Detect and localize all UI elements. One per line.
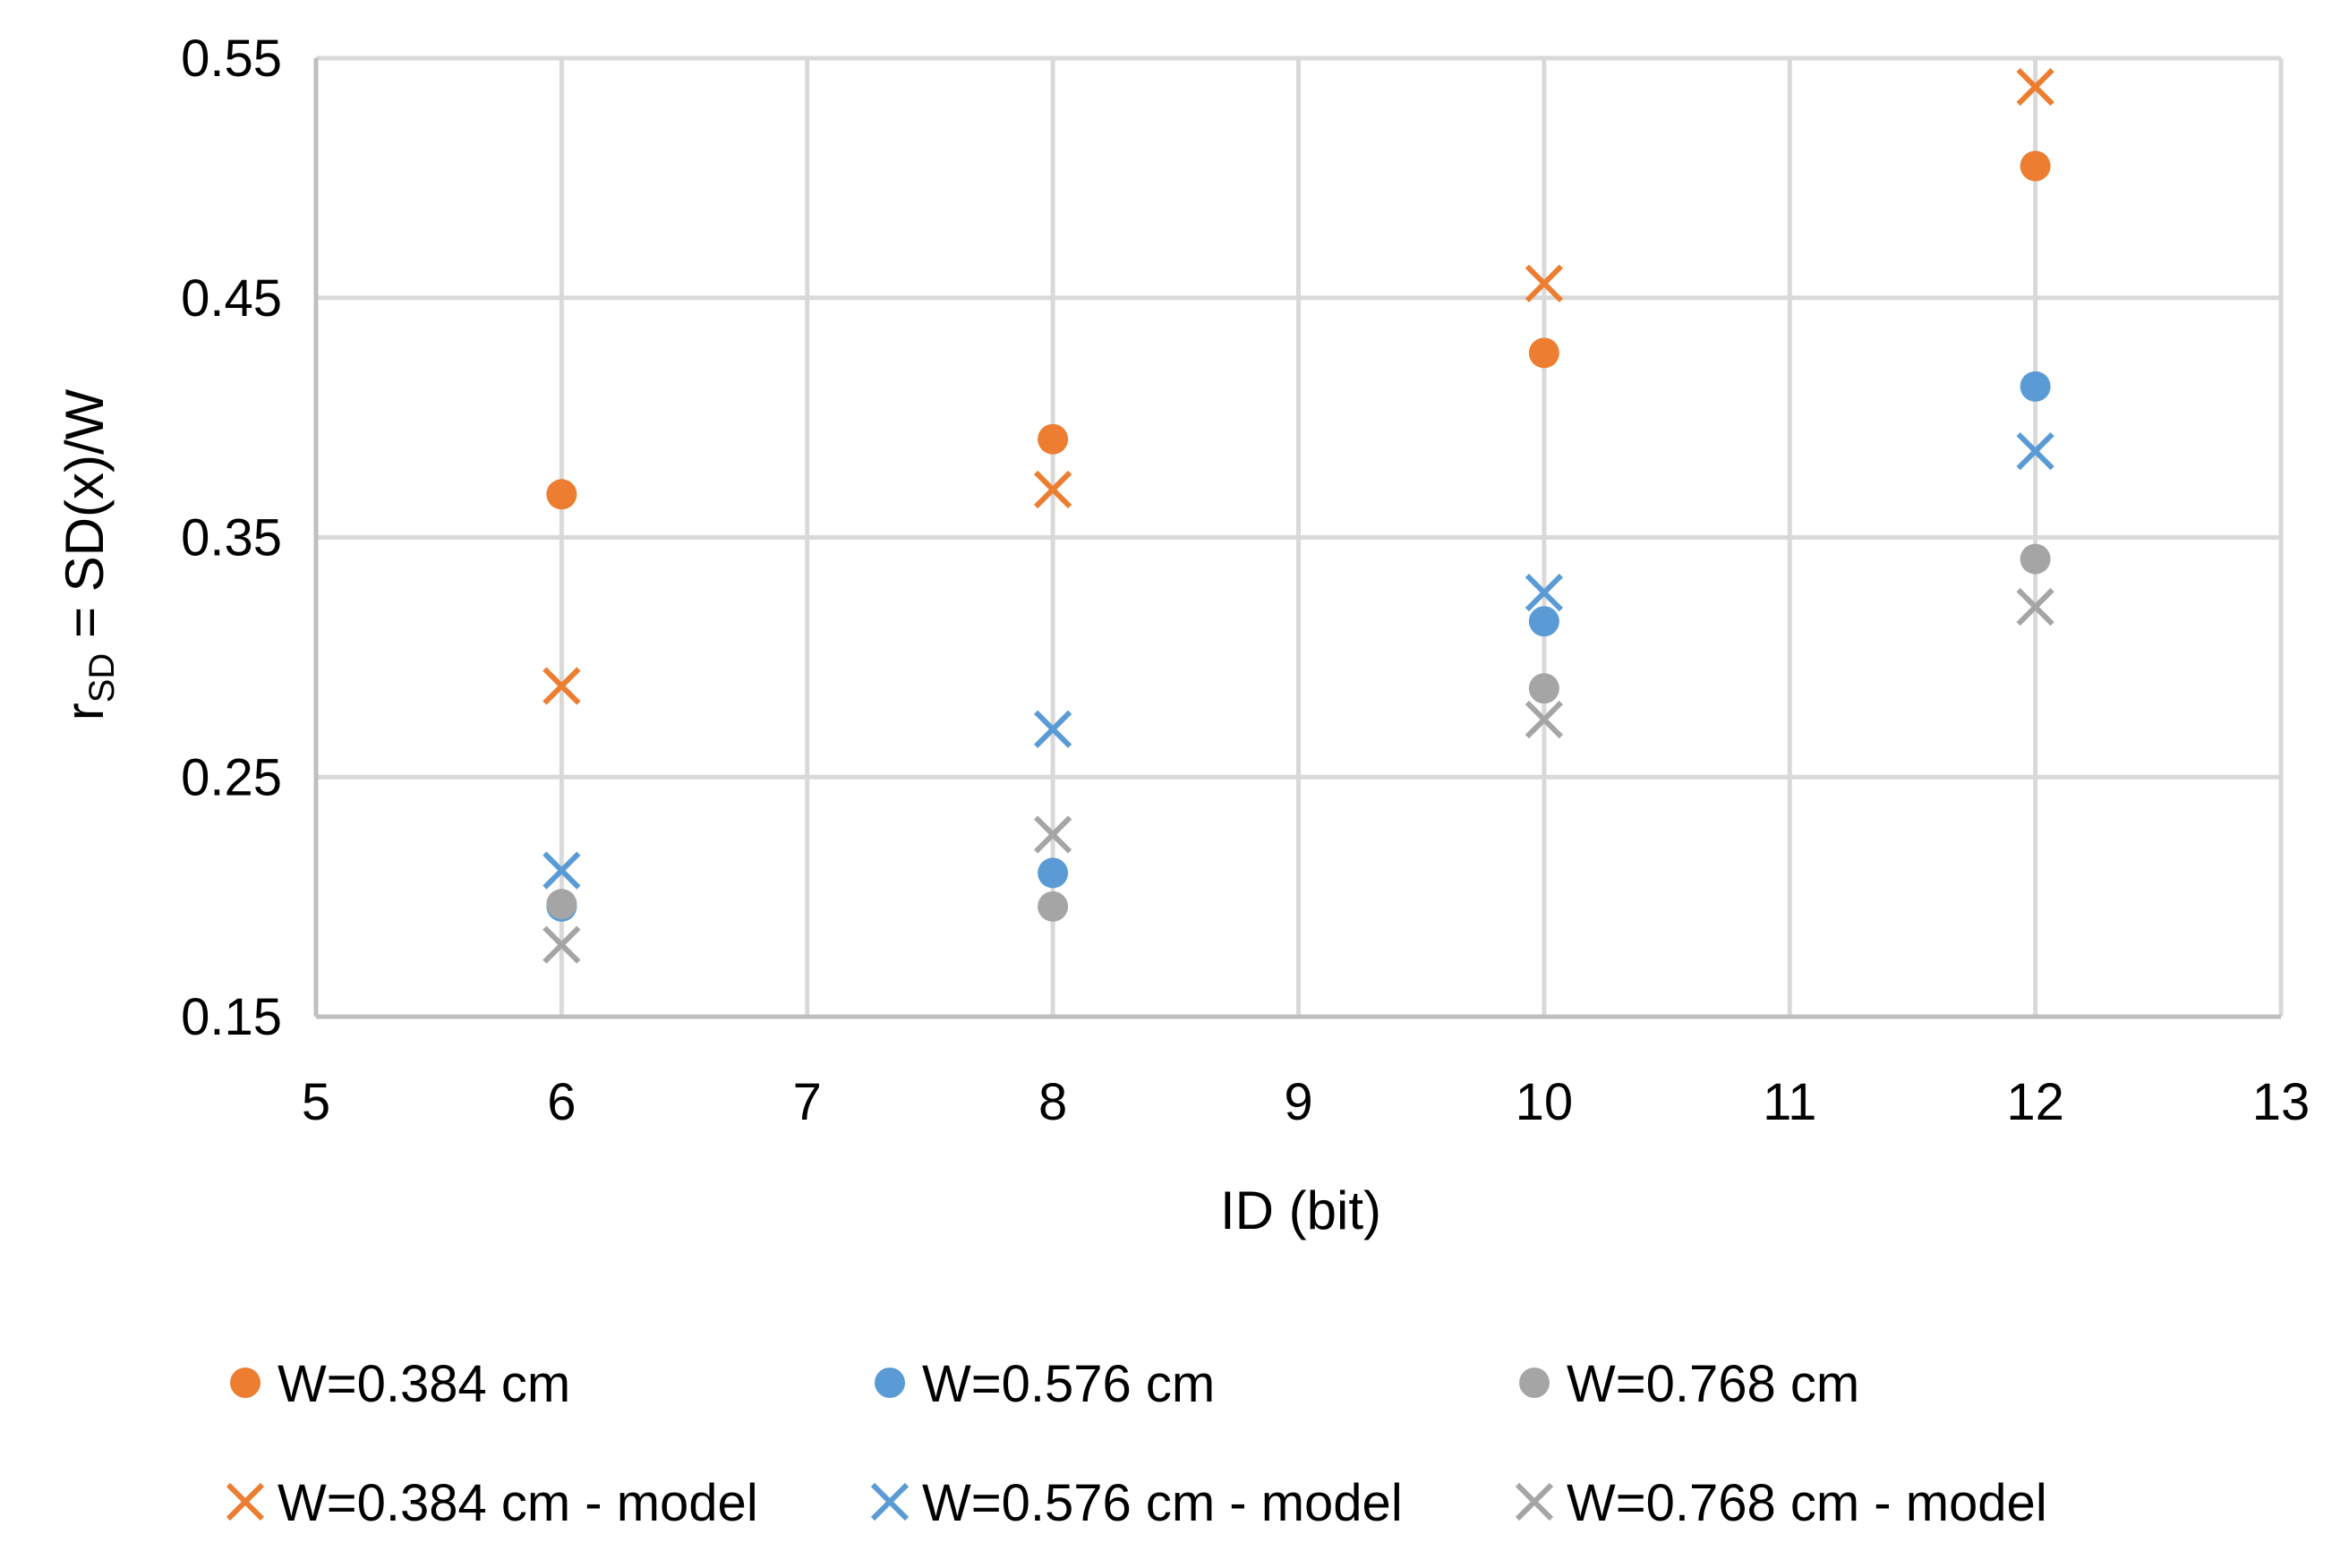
series-6 [542,588,2054,964]
x-tick-label: 10 [1516,1073,1574,1131]
data-point-circle [1528,337,1559,369]
series-1 [546,150,2051,510]
legend-marker-x [226,1482,265,1521]
gridlines [316,55,2284,1017]
legend-item: W=0.576 cm [875,1355,1215,1413]
data-point-x [1034,470,1072,509]
x-tick-label: 6 [547,1073,576,1131]
legend-item: W=0.768 cm - model [1515,1474,2047,1532]
x-tick-label: 8 [1038,1073,1067,1131]
y-axis-title-subscript: SD [82,653,122,703]
x-axis-title: ID (bit) [1220,1180,1381,1240]
data-point-x [542,851,581,890]
x-tick-label: 13 [2252,1073,2311,1131]
data-point-x [1034,710,1072,748]
legend-label: W=0.768 cm [1567,1355,1859,1413]
y-axis-title: rSD = SD(x)/W [55,388,122,720]
series-3 [546,543,2051,922]
data-point-x [2016,588,2054,626]
data-point-x [1034,815,1072,854]
y-tick-label: 0.35 [181,509,282,567]
x-tick-label: 7 [793,1073,822,1131]
y-tick-label: 0.55 [181,30,282,88]
data-point-circle [546,479,577,510]
x-tick-label: 12 [2006,1073,2064,1131]
data-point-x [2016,431,2054,471]
series-5 [542,431,2054,890]
data-point-x [1525,573,1564,612]
x-tick-label: 5 [302,1073,330,1131]
legend-label: W=0.384 cm - model [278,1474,758,1532]
x-tick-label: 11 [1763,1073,1816,1131]
legend-marker-circle [230,1368,261,1398]
y-tick-label: 0.25 [181,748,282,806]
legend-item: W=0.384 cm [230,1355,570,1413]
data-points [542,68,2054,964]
data-point-x [2016,68,2054,107]
tick-labels: 0.15 0.25 0.35 0.45 0.55 5 6 7 8 9 10 11 12 13 [181,30,2310,1131]
axes [313,58,2281,1019]
data-point-circle [2020,543,2051,575]
data-point-circle [2020,371,2051,402]
data-point-circle [1528,673,1559,704]
series-4 [542,68,2054,705]
data-point-circle [1038,423,1069,455]
x-tick-label: 9 [1284,1073,1312,1131]
legend-marker-x [870,1482,910,1521]
data-point-circle [1528,606,1559,637]
data-point-x [542,667,581,705]
data-point-x [1525,264,1564,303]
y-tick-label: 0.45 [181,269,282,328]
data-point-circle [1038,891,1069,922]
y-axis-title-main: r [55,703,115,720]
data-point-x [542,925,581,964]
legend-label: W=0.384 cm [278,1355,570,1413]
data-point-circle [546,889,577,920]
legend-label: W=0.576 cm - model [922,1474,1403,1532]
data-point-circle [2020,150,2051,182]
data-point-x [1525,700,1564,739]
y-axis-title-rest: = SD(x)/W [55,388,115,652]
legend-label: W=0.576 cm [922,1355,1215,1413]
legend: W=0.384 cm W=0.576 cm W=0.768 cm W=0.384 cm… [226,1355,2047,1532]
legend-item: W=0.576 cm - model [870,1474,1403,1532]
legend-item: W=0.768 cm [1519,1355,1859,1413]
legend-label: W=0.768 cm - model [1567,1474,2047,1532]
legend-item: W=0.384 cm - model [226,1474,758,1532]
legend-marker-x [1515,1482,1554,1521]
data-point-circle [1038,857,1069,889]
legend-marker-circle [1519,1368,1550,1398]
y-tick-label: 0.15 [181,988,282,1046]
legend-marker-circle [875,1368,905,1398]
